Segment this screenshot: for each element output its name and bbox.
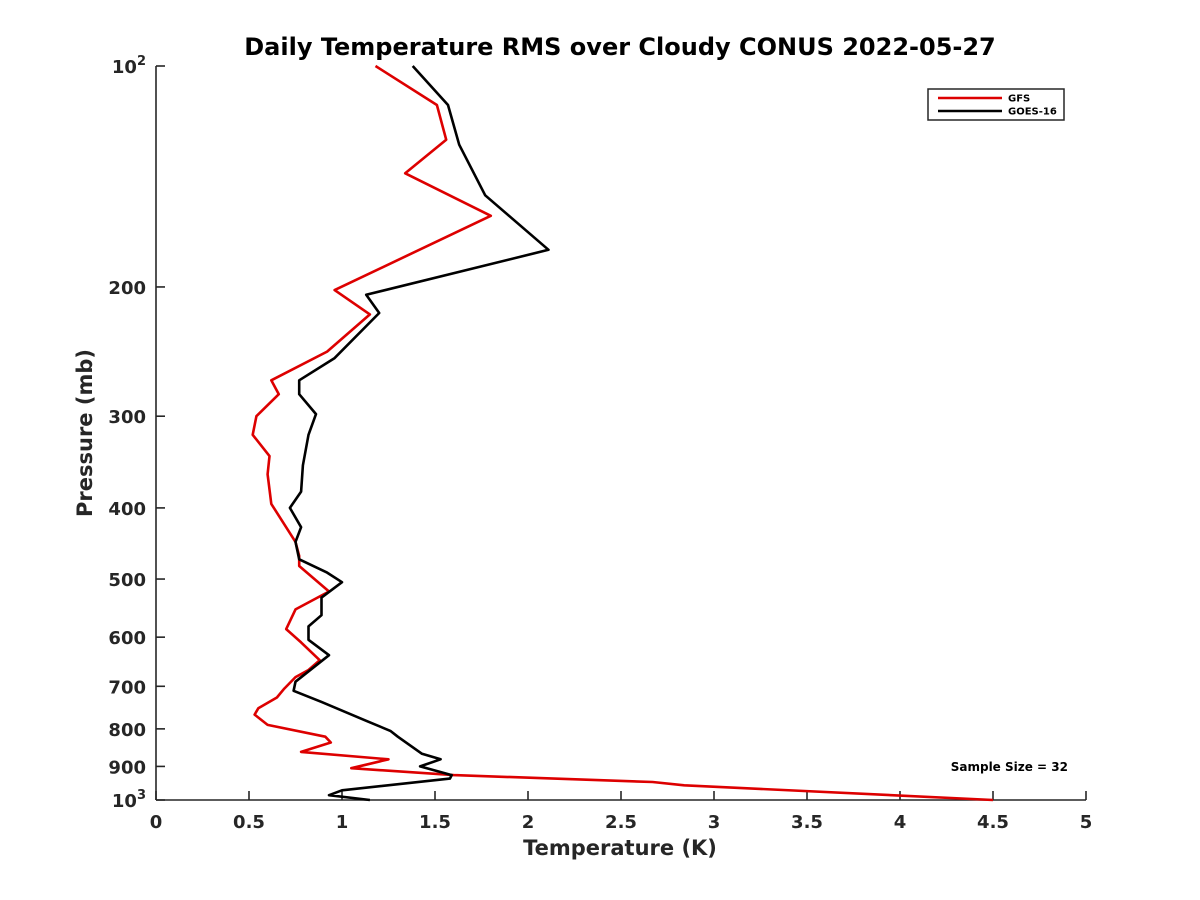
y-tick-label: 600 [108,628,146,649]
legend-label: GOES-16 [1008,107,1057,118]
x-tick-label: 1.5 [419,812,451,833]
x-tick-label: 2 [522,812,535,833]
x-tick-label: 3 [708,812,721,833]
plot-axes: 0 0.5 1 1.5 2 2.5 3 3.5 4 4.5 5 102 200 300 400 500 600 7… [108,54,1092,833]
chart-title: Daily Temperature RMS over Cloudy CONUS … [244,33,996,61]
y-tick-label: 102 [112,54,146,78]
x-tick-label: 5 [1080,812,1093,833]
y-tick-label: 700 [108,677,146,698]
x-tick-label: 2.5 [605,812,637,833]
y-tick-label: 900 [108,757,146,778]
legend-box [927,88,1065,121]
y-tick-label: 400 [108,499,146,520]
y-tick-label: 300 [108,407,146,428]
chart-legend: GFS GOES-16 [927,88,1065,121]
x-tick-label: 4.5 [977,812,1009,833]
y-tick-label: 800 [108,720,146,741]
x-tick-label: 0.5 [233,812,265,833]
series-layer [251,64,994,802]
x-axis-label: Temperature (K) [523,836,717,860]
y-tick-label: 103 [112,788,146,812]
x-tick-label: 1 [336,812,349,833]
x-tick-label: 0 [150,812,163,833]
y-tick-label: 500 [108,570,146,591]
series-line-goes-16 [288,65,550,802]
series-line-gfs [251,64,994,802]
y-tick-label: 200 [108,278,146,299]
y-axis-label: Pressure (mb) [73,349,97,517]
x-tick-label: 3.5 [791,812,823,833]
legend-label: GFS [1008,94,1030,105]
sample-size-annotation: Sample Size = 32 [951,760,1068,774]
x-tick-label: 4 [894,812,907,833]
